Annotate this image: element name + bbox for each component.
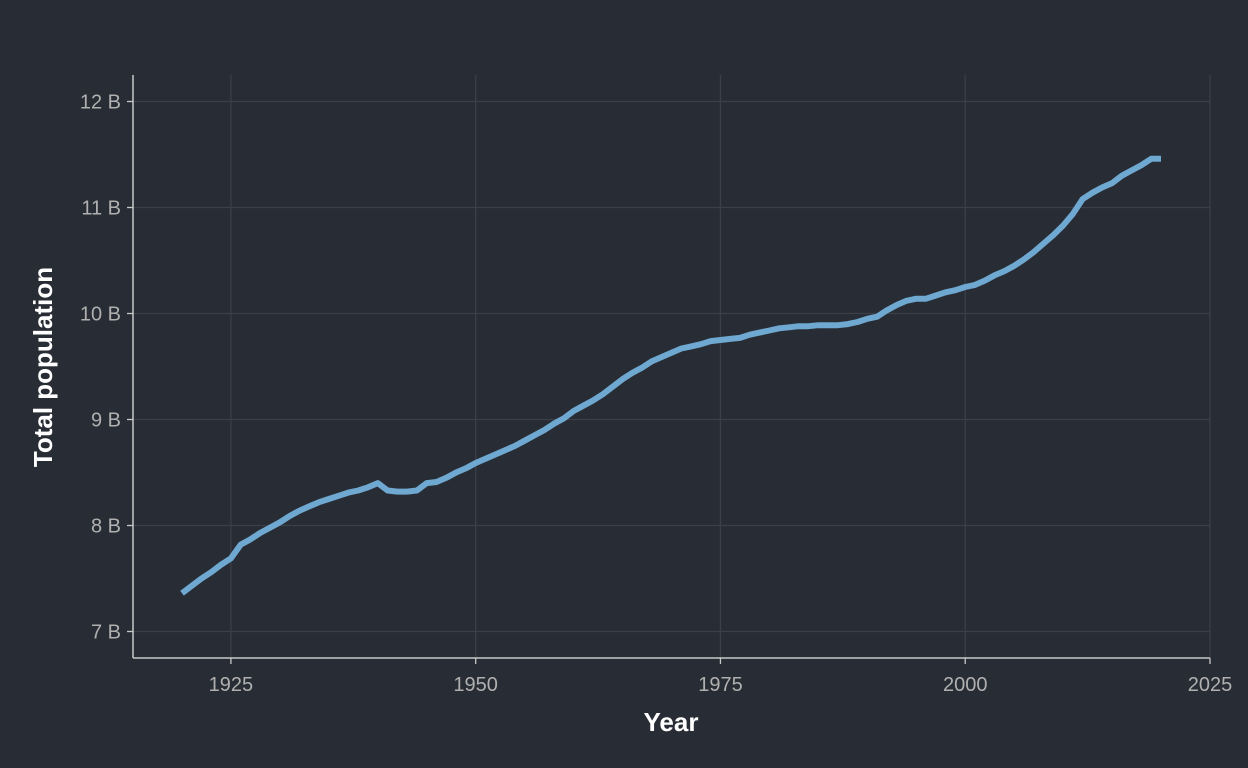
- series-line: [180, 155, 1161, 596]
- x-axis-title: Year: [644, 707, 699, 737]
- x-tick-label: 1950: [453, 674, 498, 696]
- grid-lines: [133, 75, 1211, 658]
- y-tick-label: 9 B: [91, 410, 121, 432]
- axes: [127, 75, 1211, 664]
- x-tick-label: 2000: [943, 674, 988, 696]
- y-tick-label: 11 B: [81, 198, 121, 220]
- y-tick-label: 12 B: [80, 92, 121, 114]
- plot-area: [180, 155, 1161, 596]
- x-tick-label: 1925: [209, 674, 254, 696]
- y-axis-title: Total population: [28, 267, 58, 467]
- y-tick-label: 7 B: [91, 622, 121, 644]
- x-tick-label: 1975: [698, 674, 743, 696]
- y-tick-label: 8 B: [91, 516, 121, 538]
- tick-labels: 7 B 8 B 9 B 10 B 11 B 12 B 1925 1950 1975 2000 202…: [80, 92, 1232, 697]
- y-tick-label: 10 B: [80, 304, 121, 326]
- x-tick-label: 2025: [1188, 674, 1233, 696]
